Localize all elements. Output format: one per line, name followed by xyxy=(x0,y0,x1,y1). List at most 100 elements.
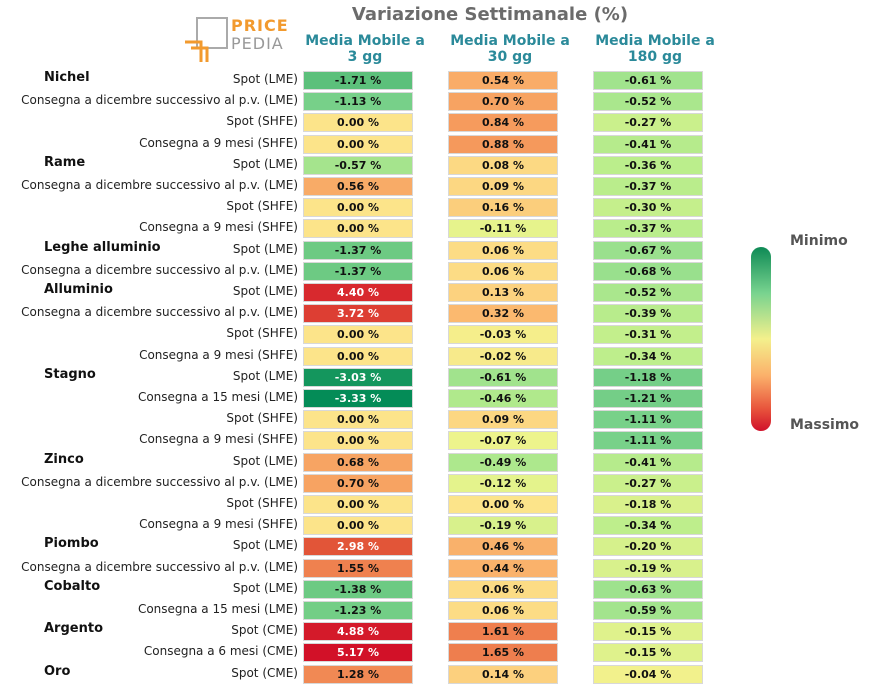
heatmap-cell: -3.03 % xyxy=(303,367,413,387)
heatmap-cell: -0.18 % xyxy=(593,495,703,514)
heatmap-cell: -0.19 % xyxy=(448,516,558,536)
heatmap-cell: -1.37 % xyxy=(303,261,413,281)
heatmap-cell: 5.17 % xyxy=(303,643,413,663)
heatmap-cell: -1.23 % xyxy=(303,601,413,620)
pricepedia-logo: PRICE PEDIA xyxy=(183,16,293,64)
heatmap-cell: 0.00 % xyxy=(303,219,413,239)
row-label: Consegna a dicembre successivo al p.v. (… xyxy=(21,305,298,320)
heatmap-cell: -0.34 % xyxy=(593,516,703,536)
heatmap-cell: 0.00 % xyxy=(303,198,413,218)
row-label: Spot (LME) xyxy=(232,156,298,171)
heatmap-cell: 0.00 % xyxy=(303,113,413,133)
heatmap-cell: 1.28 % xyxy=(303,664,413,684)
heatmap-cell: 0.06 % xyxy=(448,240,558,260)
heatmap-cell: -1.11 % xyxy=(593,410,703,430)
heatmap-cell: -0.31 % xyxy=(593,325,703,345)
row-label: Spot (SHFE) xyxy=(226,326,298,341)
heatmap-cell: -0.63 % xyxy=(593,579,703,599)
heatmap-cell: -0.20 % xyxy=(593,537,703,557)
group-label: Oro xyxy=(44,663,71,679)
heatmap-cell: -0.41 % xyxy=(593,134,703,154)
heatmap-cell: -0.19 % xyxy=(593,558,703,578)
heatmap-cell: -0.02 % xyxy=(448,346,558,366)
row-label: Consegna a 9 mesi (SHFE) xyxy=(139,517,298,532)
row-label: Spot (CME) xyxy=(231,665,298,680)
heatmap-cell: -0.07 % xyxy=(448,431,558,451)
row-label: Spot (SHFE) xyxy=(226,411,298,426)
heatmap-cell: 0.00 % xyxy=(303,325,413,345)
row-label: Consegna a 15 mesi (LME) xyxy=(137,602,298,616)
row-label: Consegna a dicembre successivo al p.v. (… xyxy=(21,559,298,574)
heatmap-cell: -0.61 % xyxy=(593,71,703,90)
heatmap-cell: 0.00 % xyxy=(303,134,413,154)
legend-min-label: Minimo xyxy=(790,233,848,249)
heatmap-cell: 0.00 % xyxy=(448,495,558,514)
row-label: Consegna a 9 mesi (SHFE) xyxy=(139,432,298,447)
group-label: Alluminio xyxy=(44,282,113,297)
row-label: Consegna a dicembre successivo al p.v. (… xyxy=(21,262,298,277)
heatmap-cell: 0.88 % xyxy=(448,134,558,154)
heatmap-cell: 0.68 % xyxy=(303,452,413,472)
heatmap-cell: 0.32 % xyxy=(448,304,558,324)
column-header-3gg: Media Mobile a 3 gg xyxy=(305,33,425,65)
group-label: Piombo xyxy=(44,536,99,552)
heatmap-cell: -1.11 % xyxy=(593,431,703,451)
heatmap-cell: -0.57 % xyxy=(303,155,413,175)
heatmap-cell: -0.59 % xyxy=(593,601,703,620)
heatmap-cell: 0.46 % xyxy=(448,537,558,557)
heatmap-cell: 0.14 % xyxy=(448,664,558,684)
heatmap-cell: -0.27 % xyxy=(593,113,703,133)
heatmap-cell: 0.00 % xyxy=(303,410,413,430)
heatmap-cell: 0.06 % xyxy=(448,601,558,620)
heatmap-cell: -1.37 % xyxy=(303,240,413,260)
column-header-30gg: Media Mobile a 30 gg xyxy=(450,33,570,65)
row-label: Consegna a dicembre successivo al p.v. (… xyxy=(21,474,298,489)
row-label: Spot (LME) xyxy=(232,241,298,256)
heatmap-cell: -0.61 % xyxy=(448,367,558,387)
heatmap-cell: -0.52 % xyxy=(593,92,703,112)
row-label: Consegna a dicembre successivo al p.v. (… xyxy=(21,178,298,192)
heatmap-cell: -1.21 % xyxy=(593,389,703,408)
heatmap-cell: -0.34 % xyxy=(593,346,703,366)
row-label: Consegna a 9 mesi (SHFE) xyxy=(139,220,298,235)
heatmap-cell: -0.12 % xyxy=(448,473,558,493)
heatmap-cell: 1.65 % xyxy=(448,643,558,663)
row-label: Spot (SHFE) xyxy=(226,496,298,510)
legend-max-label: Massimo xyxy=(790,417,860,433)
heatmap-cell: -0.46 % xyxy=(448,389,558,408)
heatmap-cell: 0.00 % xyxy=(303,495,413,514)
row-label: Spot (LME) xyxy=(232,284,298,298)
heatmap-cell: 0.54 % xyxy=(448,71,558,90)
heatmap-cell: -0.03 % xyxy=(448,325,558,345)
heatmap-cell: 4.40 % xyxy=(303,283,413,302)
heatmap-cell: -1.18 % xyxy=(593,367,703,387)
heatmap-cell: 0.56 % xyxy=(303,177,413,196)
heatmap-cell: 4.88 % xyxy=(303,622,413,642)
row-label: Consegna a dicembre successivo al p.v. (… xyxy=(21,93,298,108)
group-label: Stagno xyxy=(44,366,96,382)
heatmap-cell: 0.00 % xyxy=(303,516,413,536)
row-label: Spot (LME) xyxy=(232,453,298,468)
heatmap-cell: -3.33 % xyxy=(303,389,413,408)
heatmap-cell: 0.13 % xyxy=(448,283,558,302)
heatmap-cell: -0.04 % xyxy=(593,664,703,684)
row-label: Spot (SHFE) xyxy=(226,114,298,129)
heatmap-cell: -0.67 % xyxy=(593,240,703,260)
heatmap-cell: 0.09 % xyxy=(448,177,558,196)
heatmap-cell: -0.11 % xyxy=(448,219,558,239)
group-label: Argento xyxy=(44,621,103,637)
heatmap-cell: -0.30 % xyxy=(593,198,703,218)
row-label: Consegna a 9 mesi (SHFE) xyxy=(139,135,298,150)
row-label: Consegna a 9 mesi (SHFE) xyxy=(139,347,298,362)
heatmap-cell: -1.38 % xyxy=(303,579,413,599)
heatmap-cell: -0.27 % xyxy=(593,473,703,493)
heatmap-cell: 0.06 % xyxy=(448,261,558,281)
group-label: Rame xyxy=(44,154,86,170)
heatmap-cell: -1.13 % xyxy=(303,92,413,112)
heatmap-cell: 0.00 % xyxy=(303,431,413,451)
heatmap-cell: 0.06 % xyxy=(448,579,558,599)
row-label: Spot (LME) xyxy=(232,580,298,595)
heatmap-cell: -0.49 % xyxy=(448,452,558,472)
row-label: Spot (CME) xyxy=(231,623,298,638)
